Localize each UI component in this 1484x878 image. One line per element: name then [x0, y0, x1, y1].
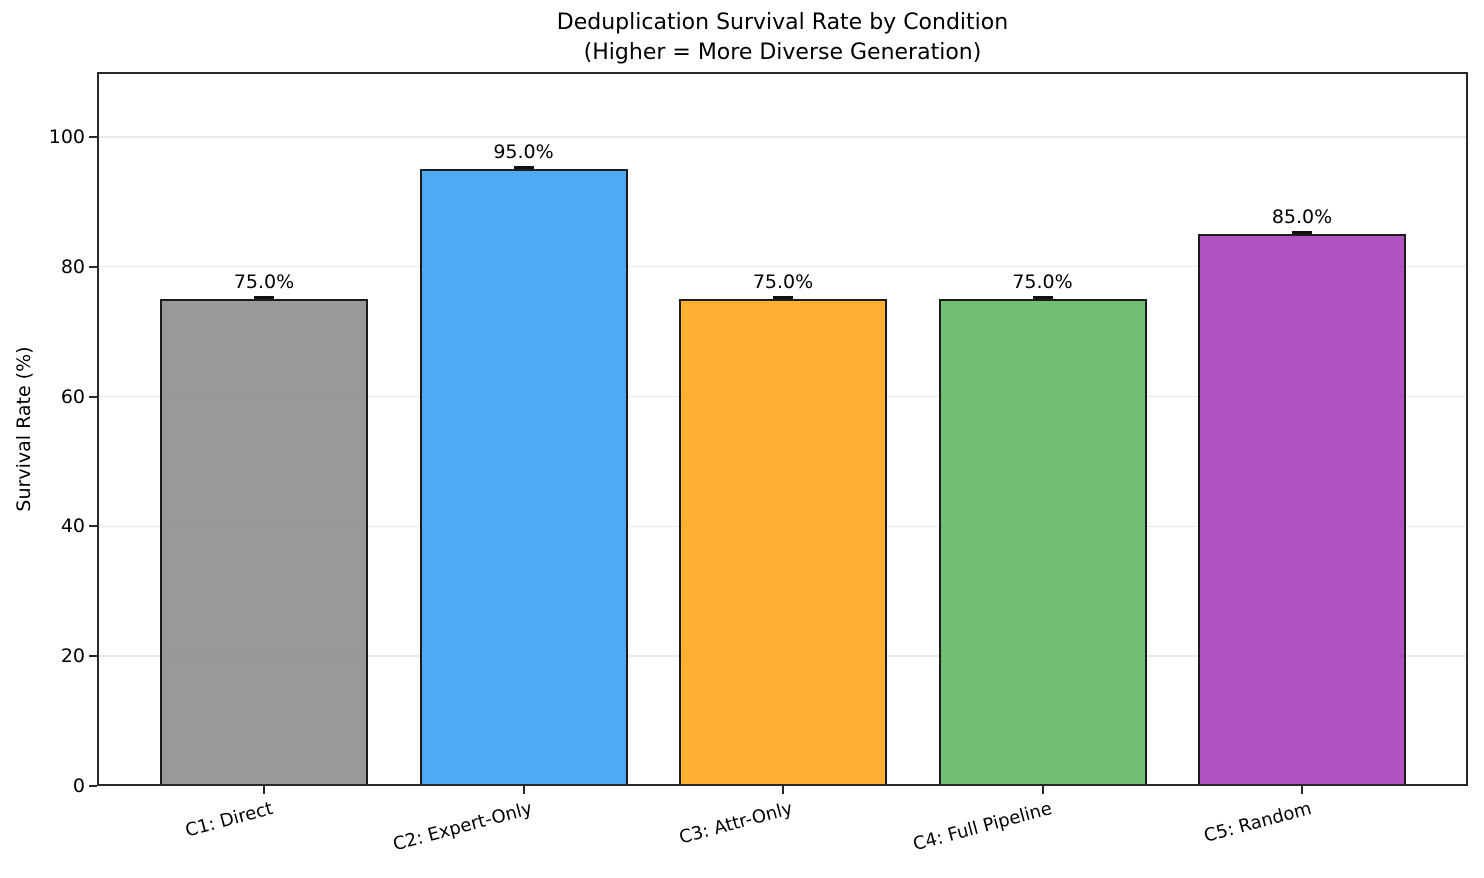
bar-1 [160, 299, 368, 786]
x-tick-mark [522, 786, 525, 794]
x-tick-label: C3: Attr-Only [676, 798, 795, 849]
bar-value-label: 75.0% [1012, 271, 1073, 294]
y-tick-label: 60 [60, 385, 85, 408]
y-tick-mark [89, 655, 97, 658]
gridline [97, 265, 1468, 268]
bar-3 [679, 299, 887, 786]
y-tick-label: 0 [72, 775, 85, 797]
x-tick-mark [263, 786, 265, 794]
bar-4 [938, 299, 1147, 786]
bar-2 [419, 169, 628, 786]
error-bar-cap [513, 166, 534, 170]
y-tick-mark [89, 395, 97, 398]
chart-title: Deduplication Survival Rate by Condition [556, 10, 1009, 35]
x-tick-label: C4: Full Pipeline [910, 798, 1054, 856]
error-bar-cap [773, 296, 793, 300]
bar-value-label: 75.0% [233, 271, 295, 294]
y-tick-mark [89, 525, 97, 528]
x-tick-label: C1: Direct [183, 798, 276, 842]
y-tick-label: 20 [60, 645, 85, 668]
x-tick-mark [782, 786, 784, 794]
chart-subtitle: (Higher = More Diverse Generation) [583, 40, 982, 65]
chart-title-block: Deduplication Survival Rate by Condition… [97, 8, 1468, 68]
x-tick-label: C2: Expert-Only [391, 798, 535, 856]
bar-value-label: 95.0% [493, 141, 554, 164]
y-axis-label: Survival Rate (%) [13, 346, 35, 512]
bar-value-label: 85.0% [1271, 206, 1333, 229]
gridline [97, 136, 1468, 138]
x-tick-mark [1301, 786, 1303, 794]
bar-5 [1198, 234, 1406, 786]
y-tick-label: 100 [48, 125, 85, 148]
x-tick-label: C5: Random [1201, 798, 1314, 847]
y-tick-mark [89, 135, 97, 138]
y-tick-mark [89, 785, 97, 787]
y-tick-mark [89, 265, 97, 268]
x-tick-mark [1041, 786, 1044, 794]
error-bar-cap [1292, 231, 1312, 235]
y-tick-label: 80 [60, 255, 85, 278]
y-tick-label: 40 [60, 515, 85, 538]
error-bar-cap [254, 296, 274, 300]
bar-value-label: 75.0% [752, 271, 814, 294]
error-bar-cap [1032, 296, 1053, 300]
